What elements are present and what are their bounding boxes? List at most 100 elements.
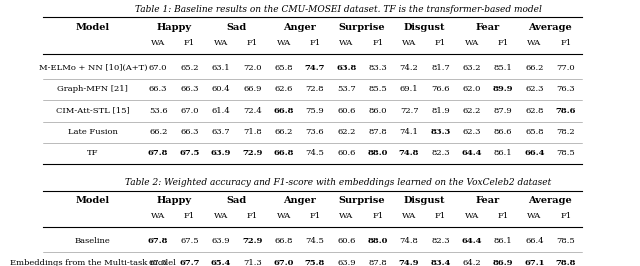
- Text: WA: WA: [276, 39, 291, 47]
- Text: WA: WA: [151, 212, 165, 220]
- Text: F1: F1: [435, 39, 446, 47]
- Text: 78.8: 78.8: [556, 259, 576, 266]
- Text: 65.4: 65.4: [211, 259, 231, 266]
- Text: 66.3: 66.3: [180, 128, 199, 136]
- Text: F1: F1: [372, 39, 383, 47]
- Text: 88.0: 88.0: [367, 237, 388, 245]
- Text: F1: F1: [497, 39, 509, 47]
- Text: 67.8: 67.8: [148, 237, 168, 245]
- Text: 82.3: 82.3: [431, 149, 450, 157]
- Text: F1: F1: [497, 212, 509, 220]
- Text: 83.4: 83.4: [430, 259, 451, 266]
- Text: 67.5: 67.5: [180, 237, 199, 245]
- Text: Table 2: Weighted accuracy and F1-score with embeddings learned on the VoxCeleb2: Table 2: Weighted accuracy and F1-score …: [125, 178, 552, 187]
- Text: Surprise: Surprise: [339, 196, 385, 205]
- Text: 62.2: 62.2: [463, 107, 481, 115]
- Text: Graph-MFN [21]: Graph-MFN [21]: [58, 85, 128, 93]
- Text: 72.0: 72.0: [243, 64, 262, 72]
- Text: 63.1: 63.1: [212, 64, 230, 72]
- Text: 66.8: 66.8: [273, 149, 294, 157]
- Text: F1: F1: [435, 212, 446, 220]
- Text: 72.9: 72.9: [242, 149, 262, 157]
- Text: 71.3: 71.3: [243, 259, 262, 266]
- Text: 64.2: 64.2: [463, 259, 481, 266]
- Text: 86.1: 86.1: [494, 149, 513, 157]
- Text: TF: TF: [87, 149, 99, 157]
- Text: 72.4: 72.4: [243, 107, 262, 115]
- Text: 66.4: 66.4: [525, 237, 544, 245]
- Text: 65.2: 65.2: [180, 64, 199, 72]
- Text: F1: F1: [246, 212, 258, 220]
- Text: Sad: Sad: [227, 196, 247, 205]
- Text: 63.9: 63.9: [212, 237, 230, 245]
- Text: 74.7: 74.7: [305, 64, 325, 72]
- Text: 66.3: 66.3: [180, 85, 199, 93]
- Text: 66.2: 66.2: [525, 64, 543, 72]
- Text: Model: Model: [76, 23, 110, 32]
- Text: 82.3: 82.3: [431, 237, 450, 245]
- Text: 67.1: 67.1: [524, 259, 545, 266]
- Text: Disgust: Disgust: [404, 23, 445, 32]
- Text: Anger: Anger: [283, 23, 316, 32]
- Text: 78.2: 78.2: [557, 128, 575, 136]
- Text: Embeddings from the Multi-task model: Embeddings from the Multi-task model: [10, 259, 176, 266]
- Text: 86.1: 86.1: [494, 237, 513, 245]
- Text: 65.8: 65.8: [275, 64, 293, 72]
- Text: 67.0: 67.0: [180, 107, 199, 115]
- Text: 63.8: 63.8: [336, 64, 356, 72]
- Text: WA: WA: [214, 212, 228, 220]
- Text: 66.8: 66.8: [273, 107, 294, 115]
- Text: 74.1: 74.1: [399, 128, 419, 136]
- Text: WA: WA: [527, 39, 541, 47]
- Text: 72.9: 72.9: [242, 237, 262, 245]
- Text: F1: F1: [309, 39, 321, 47]
- Text: WA: WA: [276, 212, 291, 220]
- Text: 81.7: 81.7: [431, 64, 450, 72]
- Text: F1: F1: [372, 212, 383, 220]
- Text: Average: Average: [528, 196, 572, 205]
- Text: 74.8: 74.8: [399, 237, 419, 245]
- Text: F1: F1: [560, 39, 572, 47]
- Text: Disgust: Disgust: [404, 196, 445, 205]
- Text: 64.4: 64.4: [461, 149, 482, 157]
- Text: 60.6: 60.6: [337, 237, 356, 245]
- Text: WA: WA: [465, 212, 479, 220]
- Text: 62.0: 62.0: [463, 85, 481, 93]
- Text: 62.8: 62.8: [525, 107, 544, 115]
- Text: 63.7: 63.7: [212, 128, 230, 136]
- Text: 74.9: 74.9: [399, 259, 419, 266]
- Text: 75.8: 75.8: [305, 259, 325, 266]
- Text: 62.3: 62.3: [463, 128, 481, 136]
- Text: Fear: Fear: [476, 23, 500, 32]
- Text: 66.3: 66.3: [149, 85, 168, 93]
- Text: WA: WA: [402, 39, 416, 47]
- Text: Sad: Sad: [227, 23, 247, 32]
- Text: 86.0: 86.0: [369, 107, 387, 115]
- Text: WA: WA: [402, 212, 416, 220]
- Text: Happy: Happy: [156, 23, 191, 32]
- Text: 74.2: 74.2: [400, 64, 419, 72]
- Text: WA: WA: [214, 39, 228, 47]
- Text: Surprise: Surprise: [339, 23, 385, 32]
- Text: Table 1: Baseline results on the CMU-MOSEI dataset. TF is the transformer-based : Table 1: Baseline results on the CMU-MOS…: [135, 5, 542, 14]
- Text: 71.8: 71.8: [243, 128, 262, 136]
- Text: 87.9: 87.9: [493, 107, 513, 115]
- Text: 88.0: 88.0: [367, 149, 388, 157]
- Text: F1: F1: [309, 212, 321, 220]
- Text: Late Fusion: Late Fusion: [68, 128, 118, 136]
- Text: 72.8: 72.8: [306, 85, 324, 93]
- Text: 62.6: 62.6: [275, 85, 293, 93]
- Text: 86.9: 86.9: [493, 259, 513, 266]
- Text: 63.2: 63.2: [463, 64, 481, 72]
- Text: Fear: Fear: [476, 196, 500, 205]
- Text: 60.6: 60.6: [337, 149, 356, 157]
- Text: 87.8: 87.8: [369, 128, 387, 136]
- Text: Model: Model: [76, 196, 110, 205]
- Text: 74.5: 74.5: [305, 237, 324, 245]
- Text: F1: F1: [246, 39, 258, 47]
- Text: 66.9: 66.9: [243, 85, 262, 93]
- Text: Average: Average: [528, 23, 572, 32]
- Text: 83.3: 83.3: [369, 64, 387, 72]
- Text: 81.9: 81.9: [431, 107, 450, 115]
- Text: 73.6: 73.6: [306, 128, 324, 136]
